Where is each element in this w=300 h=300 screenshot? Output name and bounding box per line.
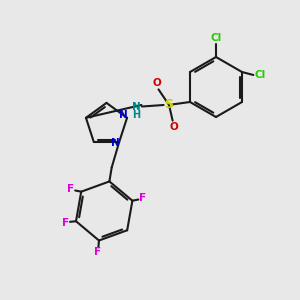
Text: Cl: Cl — [254, 70, 266, 80]
Text: F: F — [67, 184, 74, 194]
Text: Cl: Cl — [210, 33, 222, 43]
Text: O: O — [170, 122, 178, 132]
Text: F: F — [62, 218, 69, 228]
Text: O: O — [153, 78, 161, 88]
Text: F: F — [139, 193, 146, 203]
Text: F: F — [94, 247, 101, 257]
Text: H: H — [132, 110, 140, 120]
Text: S: S — [164, 98, 173, 112]
Text: N: N — [119, 110, 128, 120]
Text: N: N — [132, 101, 140, 112]
Text: N: N — [111, 139, 120, 148]
